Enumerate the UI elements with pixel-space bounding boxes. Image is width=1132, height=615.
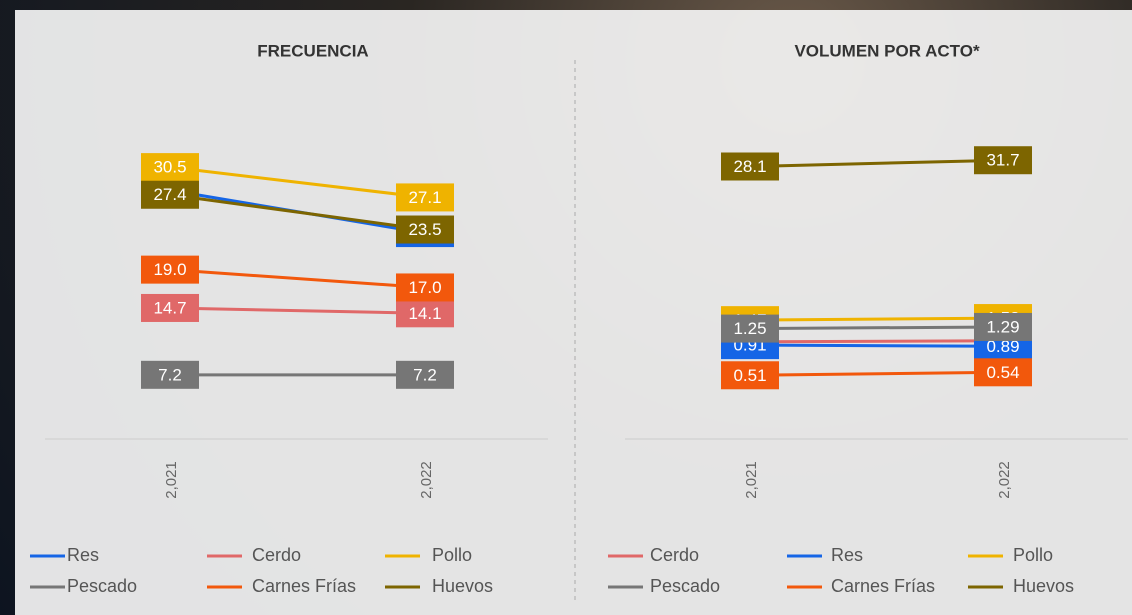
value-label: 17.0 [408,278,441,297]
value-label: 0.54 [986,363,1019,382]
value-label: 19.0 [153,260,186,279]
value-box [974,312,1032,341]
value-label: 31.7 [986,151,1019,170]
value-label: 1.25 [733,319,766,338]
value-box [974,358,1032,387]
value-label: 1.29 [986,317,1019,336]
value-box [396,273,454,302]
value-box [141,153,199,182]
legend-label: Huevos [1013,576,1074,596]
series-line [749,370,1004,377]
x-tick-label: 2,022 [418,461,435,499]
legend-label: Res [67,545,99,565]
chart-title: FRECUENCIA [257,41,368,60]
value-label: 27.1 [408,188,441,207]
value-label: 0.51 [733,366,766,385]
series-line [169,165,426,199]
series-line [749,343,1004,348]
value-box [141,255,199,284]
value-label: 0.89 [986,337,1019,356]
value-label: 14.7 [153,298,186,317]
value-box [721,314,779,343]
value-label: 7.2 [413,365,437,384]
value-box [396,215,454,244]
series-line [169,193,426,232]
series-line [169,268,426,289]
legend-label: Res [831,545,863,565]
series-line [169,306,426,315]
series-line [749,316,1004,322]
series-line [749,325,1004,331]
panel [15,10,1132,615]
legend-label: Pescado [67,576,137,596]
legend-label: Carnes Frías [831,576,935,596]
value-box [721,361,779,390]
legend-label: Carnes Frías [252,576,356,596]
x-tick-label: 2,021 [743,461,760,499]
series-line [749,339,1004,344]
value-box [141,293,199,322]
value-label: 23.5 [408,220,441,239]
legend-label: Pollo [432,545,472,565]
value-box [396,183,454,212]
value-label: 27.4 [153,185,186,204]
legend-label: Cerdo [252,545,301,565]
value-box [141,180,199,209]
x-tick-label: 2,021 [163,461,180,499]
legend-label: Pollo [1013,545,1053,565]
value-box [721,152,779,181]
series-line [749,158,1004,169]
value-box [396,360,454,389]
value-label: 14.1 [408,304,441,323]
value-label: 28.1 [733,157,766,176]
x-tick-label: 2,022 [996,461,1013,499]
value-label: 30.5 [153,158,186,177]
value-box [974,146,1032,175]
value-box [141,360,199,389]
value-label: 7.2 [158,365,182,384]
legend-label: Huevos [432,576,493,596]
chart-title: VOLUMEN POR ACTO* [794,41,980,60]
value-box [396,299,454,328]
legend-label: Pescado [650,576,720,596]
legend-label: Cerdo [650,545,699,565]
